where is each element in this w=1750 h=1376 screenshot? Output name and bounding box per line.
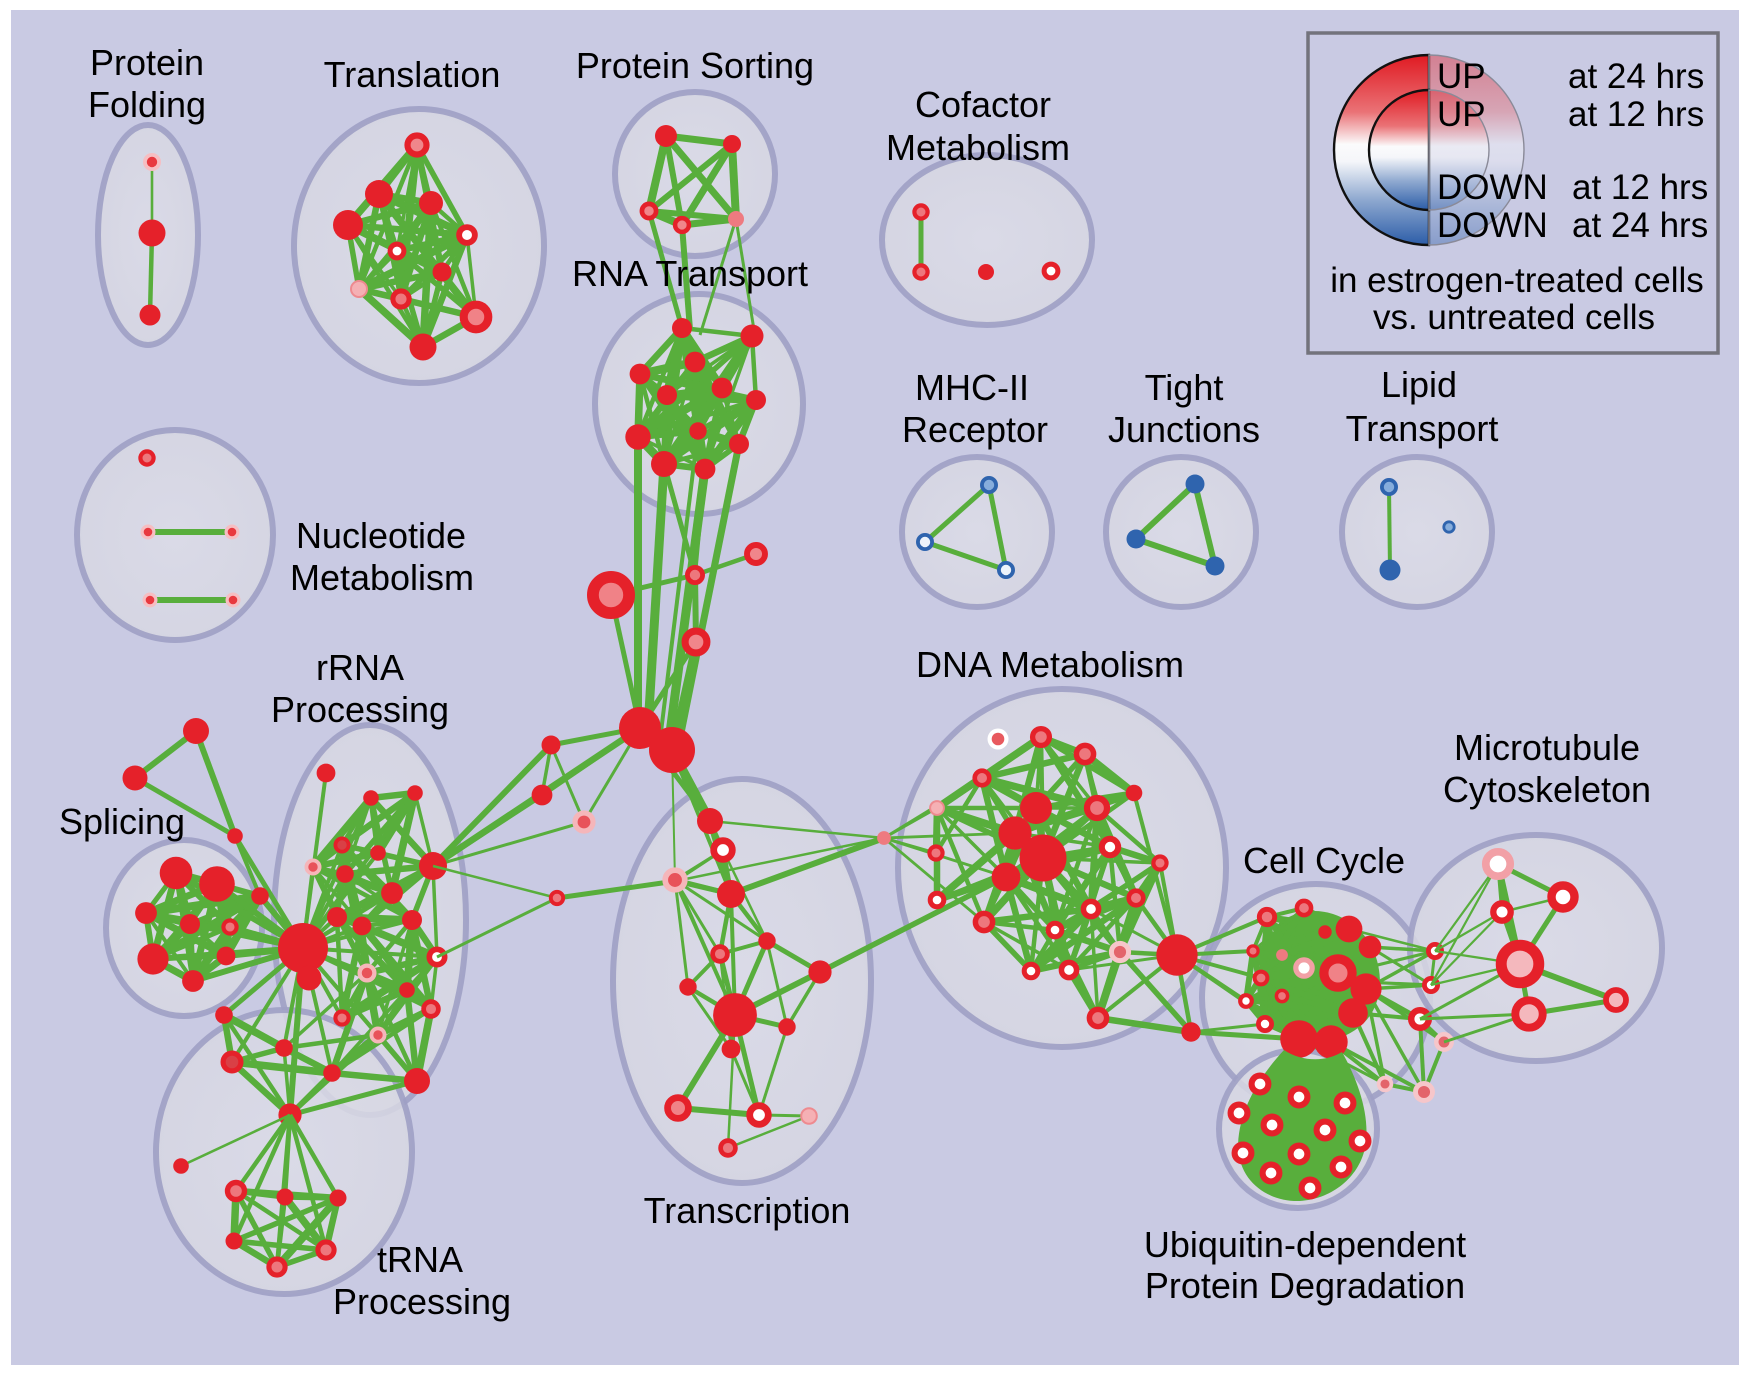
- svg-text:MHC-II: MHC-II: [915, 367, 1029, 408]
- svg-text:at 12 hrs: at 12 hrs: [1568, 95, 1704, 134]
- svg-text:Tight: Tight: [1145, 367, 1224, 408]
- svg-text:Metabolism: Metabolism: [886, 127, 1070, 168]
- svg-text:Nucleotide: Nucleotide: [296, 515, 466, 556]
- svg-text:Lipid: Lipid: [1381, 364, 1457, 405]
- svg-text:Protein Degradation: Protein Degradation: [1145, 1265, 1465, 1306]
- svg-text:Splicing: Splicing: [59, 801, 185, 842]
- svg-text:DOWN: DOWN: [1437, 206, 1548, 245]
- svg-text:Protein: Protein: [90, 42, 204, 83]
- svg-text:UP: UP: [1437, 95, 1486, 134]
- svg-text:at 24 hrs: at 24 hrs: [1572, 206, 1708, 245]
- svg-text:in estrogen-treated cells: in estrogen-treated cells: [1330, 261, 1704, 300]
- svg-text:Cell Cycle: Cell Cycle: [1243, 840, 1405, 881]
- svg-text:Transcription: Transcription: [644, 1190, 851, 1231]
- svg-text:DNA Metabolism: DNA Metabolism: [916, 644, 1184, 685]
- svg-text:at 24 hrs: at 24 hrs: [1568, 57, 1704, 96]
- svg-text:Metabolism: Metabolism: [290, 557, 474, 598]
- svg-text:UP: UP: [1437, 57, 1486, 96]
- svg-text:Protein Sorting: Protein Sorting: [576, 45, 814, 86]
- svg-text:Folding: Folding: [88, 84, 206, 125]
- svg-text:Microtubule: Microtubule: [1454, 727, 1640, 768]
- svg-text:RNA Transport: RNA Transport: [572, 253, 808, 294]
- svg-text:Cofactor: Cofactor: [915, 84, 1051, 125]
- svg-text:Processing: Processing: [333, 1281, 511, 1322]
- svg-text:Processing: Processing: [271, 689, 449, 730]
- svg-text:Receptor: Receptor: [902, 409, 1048, 450]
- svg-text:at 12 hrs: at 12 hrs: [1572, 168, 1708, 207]
- svg-text:Ubiquitin-dependent: Ubiquitin-dependent: [1144, 1224, 1466, 1265]
- svg-text:Transport: Transport: [1346, 408, 1499, 449]
- svg-text:tRNA: tRNA: [377, 1239, 463, 1280]
- svg-text:DOWN: DOWN: [1437, 168, 1548, 207]
- svg-text:vs. untreated cells: vs. untreated cells: [1373, 298, 1655, 337]
- svg-text:Translation: Translation: [324, 54, 501, 95]
- svg-text:Cytoskeleton: Cytoskeleton: [1443, 769, 1651, 810]
- svg-text:rRNA: rRNA: [316, 647, 404, 688]
- svg-text:Junctions: Junctions: [1108, 409, 1260, 450]
